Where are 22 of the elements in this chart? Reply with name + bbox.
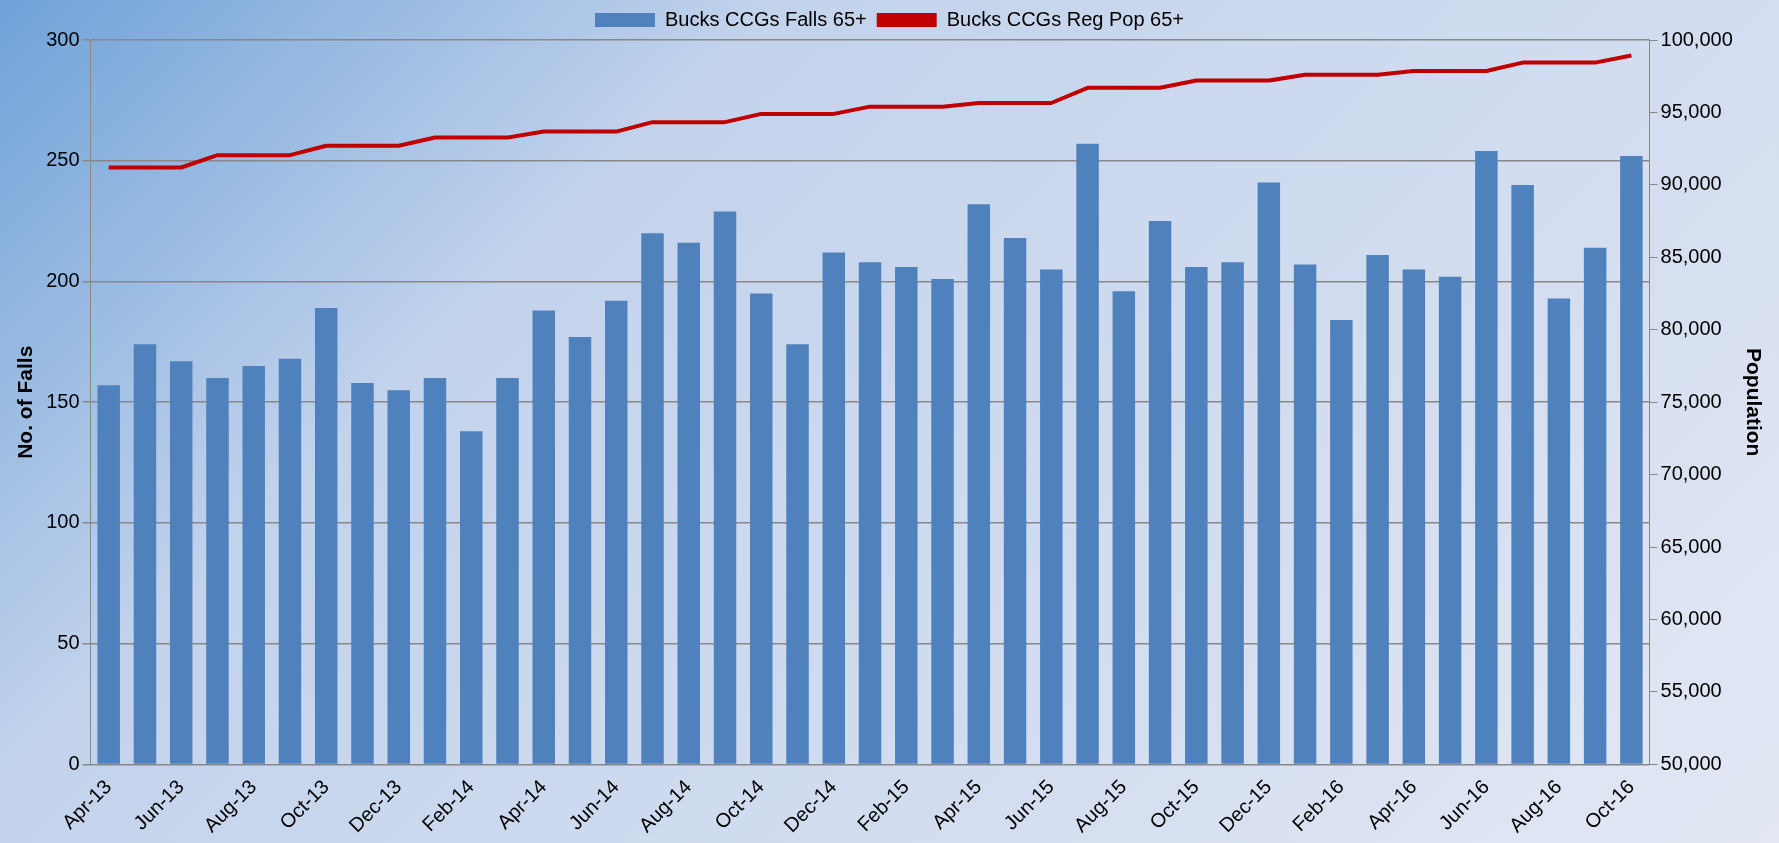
- y2-tick-label: 55,000: [1660, 679, 1722, 702]
- y2-tick-label: 100,000: [1660, 27, 1733, 50]
- y2-tick-label: 90,000: [1660, 172, 1722, 195]
- y2-axis-title: Population: [1742, 347, 1766, 457]
- y2-tick-label: 50,000: [1660, 751, 1722, 774]
- y-tick-label: 100: [46, 510, 80, 533]
- y2-tick-label: 80,000: [1660, 317, 1722, 340]
- y-tick-label: 0: [68, 751, 80, 774]
- y-tick-label: 150: [46, 389, 80, 412]
- y-axis-title: No. of Falls: [13, 345, 37, 459]
- y-tick-label: 300: [46, 27, 80, 50]
- y2-tick-label: 65,000: [1660, 534, 1722, 557]
- y-tick-label: 250: [46, 148, 80, 171]
- y-tick-label: 50: [57, 631, 80, 654]
- y2-tick-label: 60,000: [1660, 607, 1722, 630]
- y-tick-label: 200: [46, 268, 80, 291]
- legend-label: Bucks CCGs Reg Pop 65+: [946, 7, 1185, 30]
- y2-tick-label: 85,000: [1660, 244, 1722, 267]
- legend-label: Bucks CCGs Falls 65+: [664, 7, 867, 30]
- y2-tick-label: 75,000: [1660, 389, 1722, 412]
- y2-tick-label: 70,000: [1660, 462, 1722, 485]
- y2-tick-label: 95,000: [1660, 99, 1722, 122]
